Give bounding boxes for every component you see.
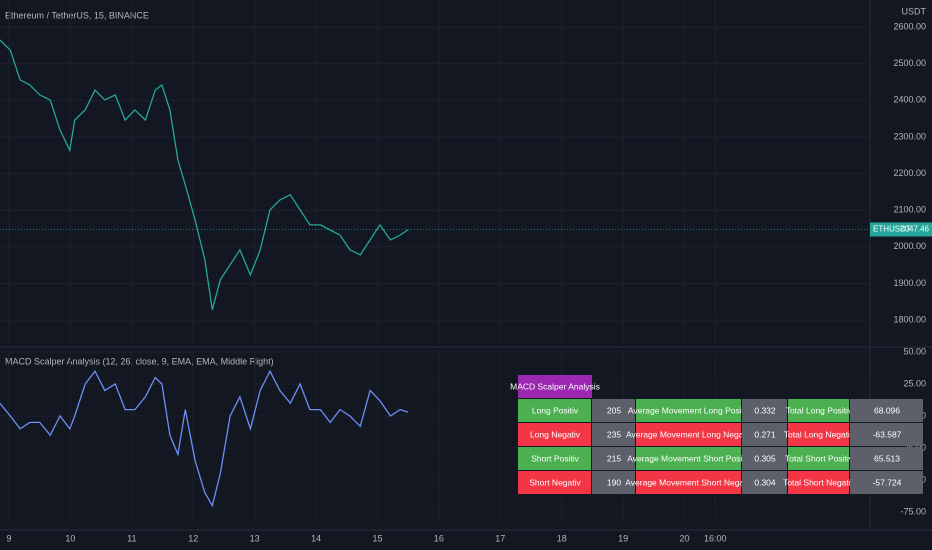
x-tick-label: 17 <box>495 533 505 543</box>
table-cell-text: 215 <box>607 453 621 463</box>
y-tick-label: 1900.00 <box>893 278 926 288</box>
currency: USDT <box>902 6 927 16</box>
table-cell <box>850 447 923 470</box>
table-cell-text: Total Long Negativ <box>784 429 855 439</box>
table-cell-text: Average Movement Long Positiv <box>628 405 751 415</box>
table-title-cell <box>518 375 592 398</box>
table-cell-text: 0.305 <box>754 453 776 463</box>
table-cell <box>636 423 741 446</box>
table-cell-text: Total Short Negativ <box>783 477 856 487</box>
table-cell <box>592 399 635 422</box>
indicator-title: MACD Scalper Analysis (12, 26, close, 9,… <box>5 356 274 366</box>
table-cell <box>742 399 787 422</box>
x-tick-label: 14 <box>311 533 321 543</box>
table-cell-text: 65.513 <box>874 453 900 463</box>
x-tick-label: 20 <box>680 533 690 543</box>
table-cell <box>636 447 741 470</box>
table-cell <box>518 399 591 422</box>
x-tick-label: 10 <box>65 533 75 543</box>
table-cell <box>636 471 741 494</box>
y-tick-label: 50.00 <box>903 346 926 356</box>
table-cell <box>788 447 849 470</box>
y-tick-label: 2600.00 <box>893 21 926 31</box>
table-cell-text: 235 <box>607 429 621 439</box>
table-title: MACD Scalper Analysis <box>510 381 600 391</box>
table-cell-text: 190 <box>607 477 621 487</box>
table-cell <box>788 399 849 422</box>
table-cell <box>636 399 741 422</box>
y-tick-label: 2500.00 <box>893 58 926 68</box>
last-price-symbol: ETHUSDT <box>873 225 911 234</box>
table-cell <box>592 447 635 470</box>
table-cell-text: 205 <box>607 405 621 415</box>
price-line <box>0 369 409 508</box>
table-cell-text: 0.332 <box>754 405 776 415</box>
table-cell-text: -57.724 <box>873 477 902 487</box>
table-cell-text: -63.587 <box>873 429 902 439</box>
table-cell <box>742 423 787 446</box>
table-cell-text: Short Negativ <box>529 477 581 487</box>
x-tick-label: 12 <box>188 533 198 543</box>
x-tick-label: 18 <box>557 533 567 543</box>
table-cell-text: Average Movement Short Positiv <box>627 453 751 463</box>
y-tick-label: 25.00 <box>903 378 926 388</box>
last-price-value: 2047.46 <box>900 225 929 234</box>
last-price-box <box>870 222 932 237</box>
table-cell-text: 0.271 <box>754 429 776 439</box>
y-tick-label: -75.00 <box>900 506 926 516</box>
table-cell <box>518 447 591 470</box>
x-tick-label: 9 <box>7 533 12 543</box>
table-cell <box>518 471 591 494</box>
table-cell-text: 68.096 <box>874 405 900 415</box>
table-cell <box>850 399 923 422</box>
x-tick-label: 11 <box>127 533 136 543</box>
table-cell-text: Average Movement Long Negativ <box>626 429 753 439</box>
y-tick-label: 2200.00 <box>893 168 926 178</box>
table-cell <box>742 471 787 494</box>
table-cell-text: Total Short Positiv <box>785 453 854 463</box>
symbol-title: Ethereum / TetherUS, 15, BINANCE <box>5 10 149 20</box>
x-tick-label: 15 <box>372 533 382 543</box>
y-tick-label: 2100.00 <box>893 205 926 215</box>
table-cell-text: Short Positiv <box>531 453 579 463</box>
table-cell <box>850 423 923 446</box>
table-cell-text: Long Negativ <box>530 429 581 439</box>
y-tick-label: 1800.00 <box>893 314 926 324</box>
table-cell-text: Average Movement Short Negativ <box>625 477 753 487</box>
x-tick-label: 16 <box>434 533 444 543</box>
x-tick-label: 19 <box>618 533 628 543</box>
table-cell <box>788 471 849 494</box>
table-cell <box>850 471 923 494</box>
table-cell-text: 0.304 <box>754 477 776 487</box>
table-cell <box>742 447 787 470</box>
table-cell <box>788 423 849 446</box>
y-tick-label: 2400.00 <box>893 95 926 105</box>
table-cell <box>518 423 591 446</box>
table-cell <box>592 423 635 446</box>
x-tick-label: 16:00 <box>704 533 727 543</box>
table-cell-text: Total Long Positiv <box>786 405 853 415</box>
y-tick-label: 2300.00 <box>893 131 926 141</box>
x-tick-label: 13 <box>250 533 260 543</box>
y-tick-label: 2000.00 <box>893 241 926 251</box>
table-cell <box>592 471 635 494</box>
price-line <box>0 39 409 310</box>
table-cell-text: Long Positiv <box>532 405 579 415</box>
